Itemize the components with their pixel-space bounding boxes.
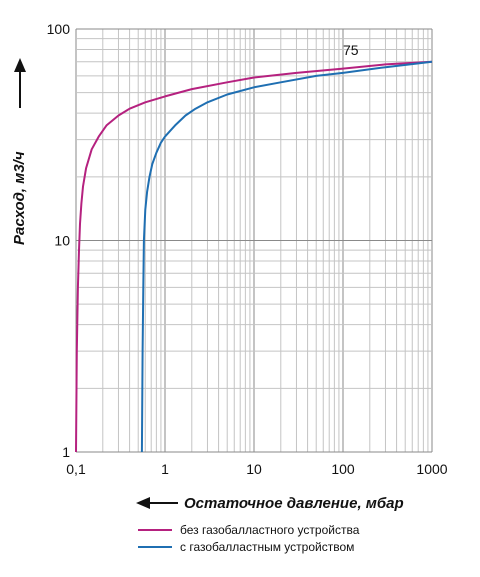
legend-label-series-1: без газобалластного устройства [180, 523, 360, 537]
x-tick-label: 0,1 [66, 461, 86, 477]
y-axis-title: Расход, м3/ч [11, 151, 28, 245]
series-line-2 [140, 60, 433, 453]
x-tick-label: 1 [161, 461, 169, 477]
x-axis-arrow-icon [136, 497, 178, 509]
series-layer [75, 60, 433, 453]
x-tick-label: 100 [331, 461, 355, 477]
x-axis-title: Остаточное давление, мбар [184, 495, 404, 512]
legend: без газобалластного устройства с газобал… [138, 523, 360, 554]
series-line-1 [75, 60, 433, 453]
y-tick-label: 1 [62, 444, 70, 460]
legend-label-series-2: с газобалластным устройством [180, 540, 354, 554]
y-axis-arrow-icon [14, 58, 26, 108]
grid [75, 28, 433, 453]
y-tick-label: 100 [47, 21, 71, 37]
x-tick-label: 1000 [416, 461, 447, 477]
series-annotation: 75 [343, 42, 359, 58]
x-tick-label: 10 [246, 461, 262, 477]
y-tick-label: 10 [54, 233, 70, 249]
x-axis-title-group: Остаточное давление, мбар [136, 495, 404, 512]
y-axis-title-group: Расход, м3/ч [11, 58, 28, 245]
